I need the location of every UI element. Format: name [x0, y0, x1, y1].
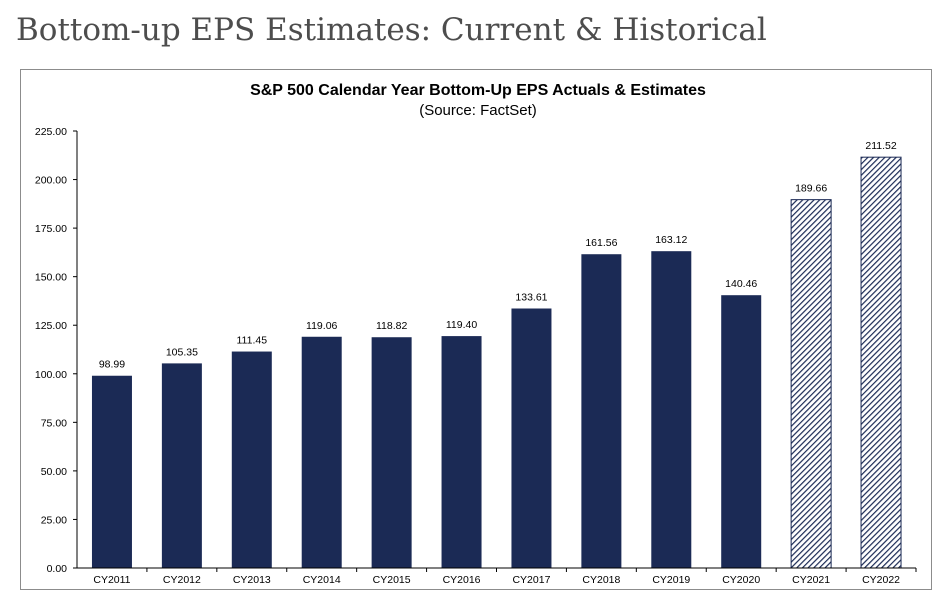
y-tick-label: 225.00 — [35, 126, 67, 138]
x-axis: CY2011 CY2012 CY2013 CY2014 CY2015 CY2016 CY20… — [77, 567, 917, 586]
bar-estimate — [790, 199, 832, 569]
bar-actual — [91, 375, 132, 568]
y-tick-label: 0.00 — [47, 563, 68, 575]
y-tick-label: 50.00 — [41, 466, 67, 478]
bar-value-label: 140.46 — [725, 278, 757, 290]
x-tick-label: CY2014 — [303, 574, 341, 586]
page-heading: Bottom-up EPS Estimates: Current & Histo… — [16, 12, 767, 48]
x-tick-label: CY2018 — [582, 574, 620, 586]
y-tick-label: 150.00 — [35, 272, 67, 284]
bar-value-label: 119.06 — [306, 320, 337, 332]
x-tick-label: CY2015 — [373, 574, 411, 586]
bar-value-label: 111.45 — [237, 335, 268, 347]
x-tick-label: CY2011 — [93, 574, 130, 586]
x-tick-label: CY2012 — [163, 574, 201, 586]
y-tick-label: 125.00 — [35, 320, 67, 332]
chart-frame: S&P 500 Calendar Year Bottom-Up EPS Actu… — [20, 69, 932, 590]
bar-value-label: 98.99 — [99, 359, 125, 371]
x-tick-label: CY2013 — [233, 574, 271, 586]
x-tick-label: CY2022 — [862, 574, 900, 586]
bar-value-label: 119.40 — [446, 319, 477, 331]
bar-actual — [721, 295, 762, 568]
x-tick-label: CY2016 — [443, 574, 481, 586]
chart-title: S&P 500 Calendar Year Bottom-Up EPS Actu… — [250, 82, 706, 99]
x-tick-label: CY2020 — [722, 574, 760, 586]
y-tick-label: 75.00 — [41, 417, 67, 429]
bar-actual — [651, 251, 692, 569]
y-tick-label: 100.00 — [35, 369, 67, 381]
bar-value-label: 105.35 — [166, 346, 198, 358]
bar-value-label: 189.66 — [795, 183, 827, 195]
bar-actual — [441, 336, 482, 568]
y-tick-label: 200.00 — [35, 175, 67, 187]
y-axis: 0.00 25.00 50.00 75.00 100.00 125.00 150.00 175… — [35, 126, 78, 575]
bar-value-label: 211.52 — [865, 140, 896, 152]
bar-actual — [161, 363, 202, 568]
bars: 98.99 105.35 111.45 119.06 118.82 119.40 133.6… — [91, 140, 902, 569]
chart-subtitle: (Source: FactSet) — [419, 102, 537, 119]
x-tick-label: CY2019 — [652, 574, 690, 586]
bar-actual — [581, 254, 622, 568]
x-tick-label: CY2021 — [792, 574, 830, 586]
bar-actual — [301, 336, 342, 568]
bar-actual — [371, 337, 412, 568]
bar-estimate — [860, 156, 902, 569]
bar-value-label: 118.82 — [376, 320, 407, 332]
bar-value-label: 133.61 — [515, 291, 547, 303]
x-tick-label: CY2017 — [512, 574, 550, 586]
bar-value-label: 161.56 — [585, 237, 617, 249]
bar-actual — [511, 308, 552, 568]
eps-bar-chart: S&P 500 Calendar Year Bottom-Up EPS Actu… — [35, 82, 917, 586]
bar-actual — [231, 351, 272, 568]
bar-value-label: 163.12 — [655, 234, 687, 246]
y-tick-label: 25.00 — [41, 514, 67, 526]
y-tick-label: 175.00 — [35, 223, 67, 235]
